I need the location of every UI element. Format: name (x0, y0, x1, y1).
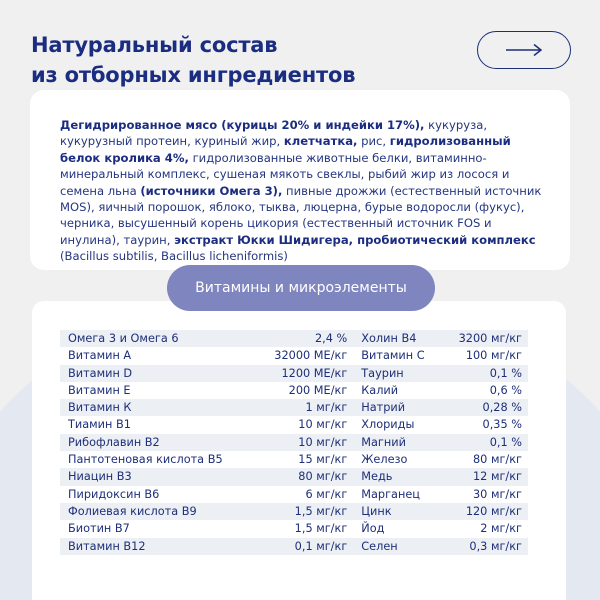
table-row: Пиридоксин В6 6 мг/кг Марганец 30 мг/кг (60, 486, 528, 503)
table-row: Витамин D 1200 МЕ/кг Таурин 0,1 % (60, 364, 528, 382)
nutrient-name: Марганец (361, 487, 420, 501)
table-row: Пантотеновая кислота В5 15 мг/кг Железо 80 … (60, 451, 528, 468)
table-row: Ниацин В3 80 мг/кг Медь 12 мг/кг (60, 468, 528, 486)
nutrient-value: 1 мг/кг (305, 401, 348, 415)
nutrient-name: Витамин В12 (68, 539, 146, 553)
nutrient-value: 12 мг/кг (473, 470, 522, 484)
table-row: Биотин В7 1,5 мг/кг Йод 2 мг/кг (60, 520, 528, 537)
table-row: Витамин К 1 мг/кг Натрий 0,28 % (60, 399, 528, 417)
table-row: Рибофлавин В2 10 мг/кг Магний 0,1 % (60, 433, 528, 452)
title-line-1: Натуральный состав (31, 33, 278, 57)
ingredient-highlight: Дегидрированное мясо (курицы 20% и индей… (60, 118, 425, 132)
title-line-2: из отборных ингредиентов (31, 63, 356, 87)
nutrient-name: Пантотеновая кислота В5 (68, 453, 223, 467)
arrow-right-icon (506, 43, 543, 57)
nutrient-name: Фолиевая кислота В9 (68, 504, 197, 518)
ingredient-text: (Bacillus subtilis, Bacillus licheniform… (60, 249, 288, 264)
nutrient-name: Селен (361, 539, 398, 553)
nutrient-value: 0,1 % (489, 366, 522, 380)
nutrient-name: Хлориды (361, 418, 415, 432)
nutrient-value: 80 мг/кг (473, 453, 522, 467)
page-title: Натуральный состав из отборных ингредиен… (31, 30, 355, 90)
nutrient-value: 10 мг/кг (298, 435, 348, 449)
table-row: Фолиевая кислота В9 1,5 мг/кг Цинк 120 мг/к… (60, 502, 528, 521)
nutrient-value: 80 мг/кг (298, 470, 348, 484)
nutrient-name: Цинк (361, 504, 392, 518)
table-row: Тиамин В1 10 мг/кг Хлориды 0,35 % (60, 416, 528, 433)
nutrient-name: Витамин D (68, 366, 133, 380)
nutrient-value: 30 мг/кг (473, 487, 522, 501)
nutrient-name: Медь (361, 470, 393, 484)
nutrient-value: 1,5 мг/кг (294, 504, 348, 518)
nutrient-name: Холин В4 (361, 332, 417, 345)
nutrient-name: Натрий (361, 401, 406, 415)
nutrient-name: Омега 3 и Омега 6 (68, 332, 179, 345)
nutrient-value: 0,1 мг/кг (294, 539, 348, 553)
nutrient-value: 200 МЕ/кг (288, 383, 348, 397)
next-button[interactable] (477, 31, 571, 69)
ingredient-highlight: экстракт Юкки Шидигера, пробиотический к… (174, 232, 536, 247)
ingredient-text: кукуруза, кукурузный протеин, куриный жи… (60, 118, 488, 149)
nutrient-name: Железо (361, 453, 408, 467)
nutrient-value: 0,35 % (482, 418, 522, 432)
vitamins-card (32, 301, 566, 600)
nutrient-name: Пиридоксин В6 (68, 487, 160, 501)
table-row: Витамин В12 0,1 мг/кг Селен 0,3 мг/кг (60, 537, 528, 555)
table-row: Витамин А 32000 МЕ/кг Витамин С 100 мг/кг (60, 347, 528, 364)
nutrient-name: Тиамин В1 (68, 418, 131, 432)
nutrient-name: Витамин А (68, 349, 132, 363)
ingredient-highlight: гидролизованный белок кролика 4%, (60, 134, 511, 165)
nutrient-value: 0,6 % (489, 383, 522, 397)
nutrient-name: Калий (361, 383, 399, 397)
nutrient-name: Ниацин В3 (68, 470, 132, 484)
nutrient-name: Биотин В7 (68, 522, 130, 536)
ingredient-text: гидролизованные животные белки, витаминн… (60, 150, 510, 198)
nutrient-value: 0,28 % (482, 401, 522, 415)
nutrient-value: 6 мг/кг (305, 487, 348, 501)
nutrient-name: Йод (361, 522, 385, 536)
nutrient-value: 15 мг/кг (298, 453, 348, 467)
nutrient-name: Таурин (361, 366, 404, 380)
nutrient-name: Рибофлавин В2 (68, 435, 160, 449)
nutrient-value: 2 мг/кг (480, 522, 522, 536)
nutrient-value: 1,5 мг/кг (294, 522, 348, 536)
vitamins-heading: Витамины и микроэлементы (167, 265, 435, 311)
nutrient-value: 120 мг/кг (465, 504, 522, 518)
nutrient-value: 32000 МЕ/кг (274, 349, 348, 363)
ingredient-text: пивные дрожжи (естественный источник MOS… (60, 183, 542, 247)
nutrient-value: 10 мг/кг (298, 418, 348, 432)
ingredient-highlight: клетчатка, (283, 134, 358, 149)
nutrient-value: 0,3 мг/кг (469, 539, 522, 553)
nutrient-name: Витамин К (68, 401, 132, 415)
ingredient-highlight: (источники Омега 3), (140, 183, 283, 198)
nutrient-value: 2,4 % (314, 332, 348, 345)
nutrient-name: Витамин С (361, 349, 425, 363)
ingredients-card: Дегидрированное мясо (курицы 20% и индей… (30, 90, 570, 270)
nutrient-value: 1200 МЕ/кг (281, 366, 348, 380)
table-row: Витамин Е 200 МЕ/кг Калий 0,6 % (60, 382, 528, 399)
nutrient-value: 3200 мг/кг (458, 332, 522, 345)
nutrient-name: Магний (361, 435, 406, 449)
nutrient-name: Витамин Е (68, 383, 131, 397)
vitamins-table: Омега 3 и Омега 6 2,4 % Холин В4 3200 мг/кг… (60, 330, 528, 555)
nutrient-value: 0,1 % (489, 435, 522, 449)
ingredient-text: рис, (357, 134, 390, 149)
ingredients-text: Дегидрированное мясо (курицы 20% и индей… (60, 117, 542, 265)
nutrient-value: 100 мг/кг (465, 349, 522, 363)
table-row: Омега 3 и Омега 6 2,4 % Холин В4 3200 мг/кг (60, 330, 528, 348)
